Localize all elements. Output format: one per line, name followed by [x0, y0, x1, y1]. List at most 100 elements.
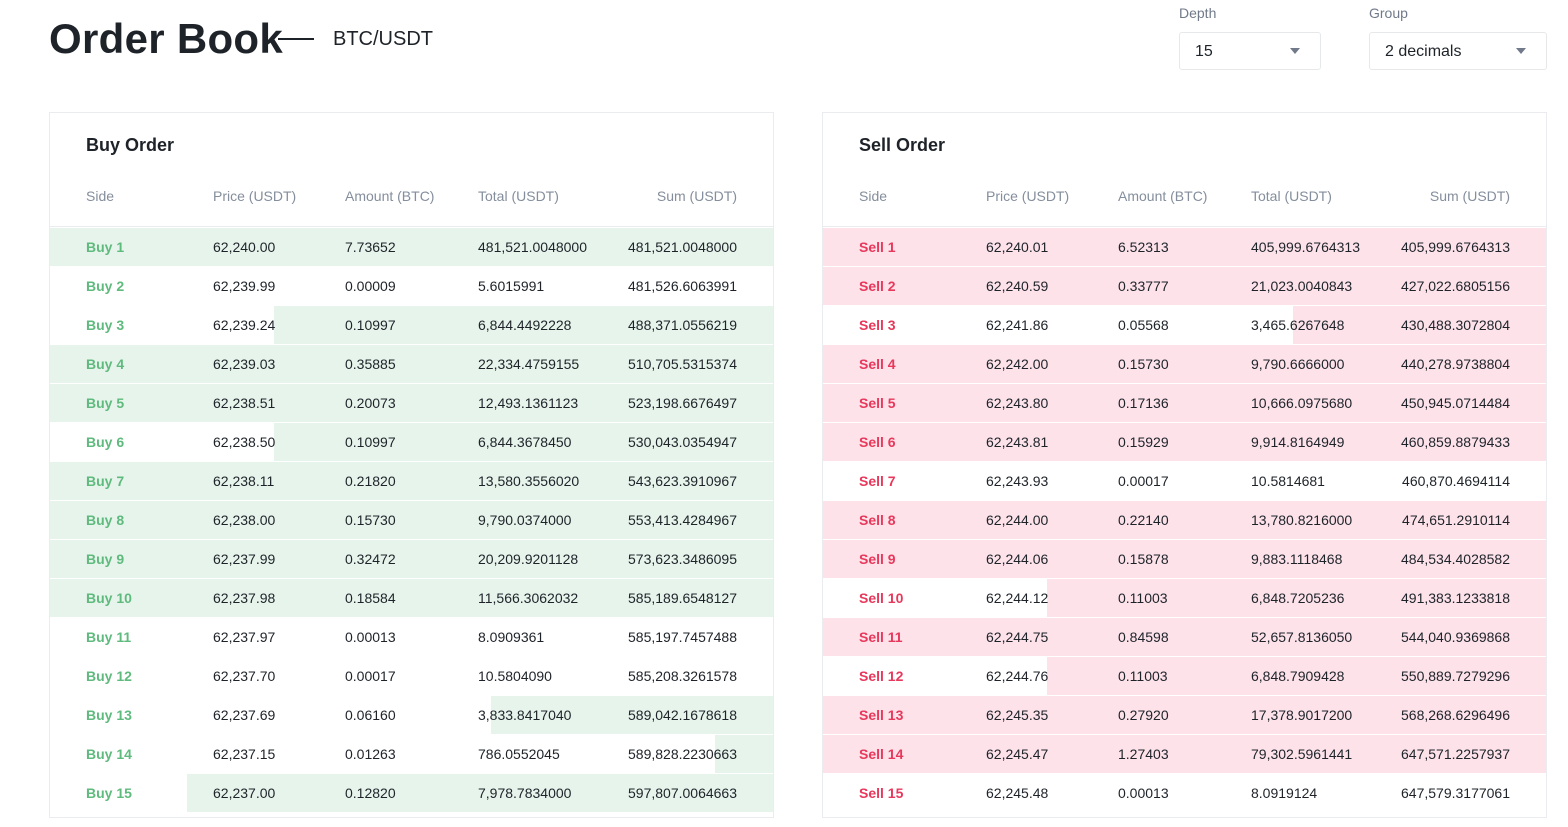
table-row[interactable]: Buy 7 62,238.11 0.21820 13,580.3556020 543,6… [50, 462, 773, 501]
table-row[interactable]: Sell 14 62,245.47 1.27403 79,302.5961441 647… [823, 735, 1546, 774]
side-cell: Sell 13 [859, 707, 904, 723]
depth-bar [50, 501, 773, 539]
table-row[interactable]: Sell 1 62,240.01 6.52313 405,999.6764313 405… [823, 228, 1546, 267]
price-cell: 62,237.00 [213, 785, 276, 801]
table-row[interactable]: Buy 11 62,237.97 0.00013 8.0909361 585,197.7… [50, 618, 773, 657]
depth-bar [50, 228, 773, 266]
column-header-total: Total (USDT) [1251, 188, 1332, 204]
table-row[interactable]: Buy 4 62,239.03 0.35885 22,334.4759155 510,7… [50, 345, 773, 384]
price-cell: 62,240.00 [213, 239, 276, 255]
price-cell: 62,243.81 [986, 434, 1049, 450]
price-cell: 62,245.47 [986, 746, 1049, 762]
page-title: Order Book [49, 15, 284, 62]
table-row[interactable]: Sell 7 62,243.93 0.00017 10.5814681 460,870.… [823, 462, 1546, 501]
amount-cell: 6.52313 [1118, 239, 1169, 255]
amount-cell: 0.00013 [345, 629, 396, 645]
total-cell: 21,023.0040843 [1251, 278, 1353, 294]
amount-cell: 0.00017 [1118, 473, 1169, 489]
amount-cell: 0.01263 [345, 746, 396, 762]
amount-cell: 0.22140 [1118, 512, 1169, 528]
depth-control: Depth 15 [1179, 0, 1321, 70]
side-cell: Sell 6 [859, 434, 896, 450]
table-row[interactable]: Sell 9 62,244.06 0.15878 9,883.1118468 484,5… [823, 540, 1546, 579]
table-row[interactable]: Buy 14 62,237.15 0.01263 786.0552045 589,828… [50, 735, 773, 774]
table-row[interactable]: Sell 11 62,244.75 0.84598 52,657.8136050 544… [823, 618, 1546, 657]
table-row[interactable]: Buy 6 62,238.50 0.10997 6,844.3678450 530,04… [50, 423, 773, 462]
amount-cell: 0.00013 [1118, 785, 1169, 801]
side-cell: Buy 15 [86, 785, 132, 801]
side-cell: Sell 4 [859, 356, 896, 372]
table-row[interactable]: Sell 6 62,243.81 0.15929 9,914.8164949 460,8… [823, 423, 1546, 462]
group-select[interactable]: 2 decimals [1369, 32, 1547, 70]
table-row[interactable]: Buy 10 62,237.98 0.18584 11,566.3062032 585,… [50, 579, 773, 618]
table-row[interactable]: Buy 9 62,237.99 0.32472 20,209.9201128 573,6… [50, 540, 773, 579]
side-cell: Sell 5 [859, 395, 896, 411]
price-cell: 62,244.12 [986, 590, 1049, 606]
column-header-total: Total (USDT) [478, 188, 559, 204]
buy-column-headers: Side Price (USDT) Amount (BTC) Total (US… [50, 183, 773, 209]
table-row[interactable]: Sell 5 62,243.80 0.17136 10,666.0975680 450,… [823, 384, 1546, 423]
depth-bar [187, 774, 773, 812]
header-divider [50, 226, 773, 227]
table-row[interactable]: Sell 10 62,244.12 0.11003 6,848.7205236 491,… [823, 579, 1546, 618]
depth-select[interactable]: 15 [1179, 32, 1321, 70]
depth-bar [823, 228, 1546, 266]
depth-label: Depth [1179, 5, 1217, 21]
table-row[interactable]: Buy 8 62,238.00 0.15730 9,790.0374000 553,41… [50, 501, 773, 540]
side-cell: Buy 6 [86, 434, 125, 450]
title-dash-divider [278, 38, 314, 40]
price-cell: 62,238.50 [213, 434, 276, 450]
amount-cell: 0.15730 [1118, 356, 1169, 372]
table-row[interactable]: Buy 15 62,237.00 0.12820 7,978.7834000 597,8… [50, 774, 773, 813]
table-row[interactable]: Sell 8 62,244.00 0.22140 13,780.8216000 474,… [823, 501, 1546, 540]
column-header-sum: Sum (USDT) [656, 188, 737, 204]
total-cell: 13,580.3556020 [478, 473, 580, 489]
depth-bar [50, 540, 773, 578]
total-cell: 9,883.1118468 [1251, 551, 1343, 567]
total-cell: 52,657.8136050 [1251, 629, 1353, 645]
price-cell: 62,237.98 [213, 590, 276, 606]
sum-cell: 647,579.3177061 [1401, 785, 1510, 801]
table-row[interactable]: Buy 2 62,239.99 0.00009 5.6015991 481,526.60… [50, 267, 773, 306]
total-cell: 9,914.8164949 [1251, 434, 1345, 450]
table-row[interactable]: Sell 3 62,241.86 0.05568 3,465.6267648 430,4… [823, 306, 1546, 345]
total-cell: 405,999.6764313 [1251, 239, 1360, 255]
table-row[interactable]: Sell 2 62,240.59 0.33777 21,023.0040843 427,… [823, 267, 1546, 306]
sum-cell: 647,571.2257937 [1401, 746, 1510, 762]
sum-cell: 550,889.7279296 [1401, 668, 1510, 684]
depth-bar [715, 735, 773, 773]
table-row[interactable]: Buy 12 62,237.70 0.00017 10.5804090 585,208.… [50, 657, 773, 696]
column-header-side: Side [86, 188, 115, 204]
sum-cell: 440,278.9738804 [1401, 356, 1510, 372]
table-row[interactable]: Sell 13 62,245.35 0.27920 17,378.9017200 568… [823, 696, 1546, 735]
price-cell: 62,244.06 [986, 551, 1049, 567]
amount-cell: 0.32472 [345, 551, 396, 567]
table-row[interactable]: Sell 15 62,245.48 0.00013 8.0919124 647,579.… [823, 774, 1546, 813]
sum-cell: 484,534.4028582 [1401, 551, 1510, 567]
group-select-value: 2 decimals [1385, 43, 1462, 60]
depth-bar [274, 306, 773, 344]
sum-cell: 597,807.0064663 [628, 785, 737, 801]
depth-bar [823, 384, 1546, 422]
sum-cell: 427,022.6805156 [1401, 278, 1510, 294]
amount-cell: 7.73652 [345, 239, 396, 255]
side-cell: Buy 11 [86, 629, 132, 645]
table-row[interactable]: Buy 1 62,240.00 7.73652 481,521.0048000 481,… [50, 228, 773, 267]
buy-order-panel: Buy Order Side Price (USDT) Amount (BTC)… [49, 112, 774, 818]
group-control: Group 2 decimals [1369, 0, 1547, 70]
table-row[interactable]: Sell 12 62,244.76 0.11003 6,848.7909428 550,… [823, 657, 1546, 696]
price-cell: 62,238.00 [213, 512, 276, 528]
total-cell: 20,209.9201128 [478, 551, 579, 567]
table-row[interactable]: Buy 13 62,237.69 0.06160 3,833.8417040 589,0… [50, 696, 773, 735]
side-cell: Sell 15 [859, 785, 904, 801]
side-cell: Buy 8 [86, 512, 125, 528]
table-row[interactable]: Buy 3 62,239.24 0.10997 6,844.4492228 488,37… [50, 306, 773, 345]
total-cell: 22,334.4759155 [478, 356, 580, 372]
side-cell: Sell 8 [859, 512, 896, 528]
trading-pair: BTC/USDT [333, 28, 433, 50]
sum-cell: 530,043.0354947 [628, 434, 737, 450]
table-row[interactable]: Buy 5 62,238.51 0.20073 12,493.1361123 523,1… [50, 384, 773, 423]
table-row[interactable]: Sell 4 62,242.00 0.15730 9,790.6666000 440,2… [823, 345, 1546, 384]
sum-cell: 544,040.9369868 [1401, 629, 1510, 645]
sum-cell: 460,870.4694114 [1402, 473, 1510, 489]
